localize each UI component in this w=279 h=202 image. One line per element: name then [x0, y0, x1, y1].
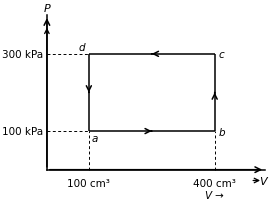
Text: $b$: $b$ — [218, 125, 226, 137]
Text: $V$ →: $V$ → — [205, 188, 225, 200]
Text: $V$: $V$ — [259, 175, 269, 186]
Text: $a$: $a$ — [91, 134, 98, 144]
Text: 100 cm³: 100 cm³ — [68, 178, 110, 188]
Text: $d$: $d$ — [78, 41, 87, 53]
Text: 400 cm³: 400 cm³ — [193, 178, 236, 188]
Text: $c$: $c$ — [218, 50, 225, 60]
Text: $P$: $P$ — [43, 2, 51, 14]
Text: 100 kPa: 100 kPa — [3, 126, 44, 136]
Text: 300 kPa: 300 kPa — [3, 50, 44, 60]
